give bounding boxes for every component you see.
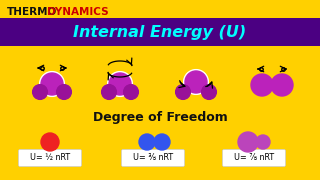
- Circle shape: [39, 71, 65, 96]
- Bar: [0, 0, 320, 18]
- Text: U= ⅞ nRT: U= ⅞ nRT: [234, 154, 274, 163]
- Circle shape: [57, 84, 71, 100]
- Text: U= ⅜ nRT: U= ⅜ nRT: [133, 154, 173, 163]
- Circle shape: [139, 134, 155, 150]
- Circle shape: [41, 133, 59, 151]
- Text: U= ½ nRT: U= ½ nRT: [30, 154, 70, 163]
- Text: Internal Energy (U): Internal Energy (U): [73, 26, 247, 40]
- Circle shape: [202, 84, 217, 100]
- Bar: [0, 18, 320, 46]
- Circle shape: [108, 71, 132, 96]
- Circle shape: [183, 69, 209, 94]
- Circle shape: [33, 84, 47, 100]
- Circle shape: [124, 84, 139, 100]
- Text: THERMO: THERMO: [7, 7, 57, 17]
- FancyBboxPatch shape: [222, 150, 285, 166]
- Circle shape: [154, 134, 170, 150]
- Text: DYNAMICS: DYNAMICS: [47, 7, 108, 17]
- Circle shape: [175, 84, 190, 100]
- Circle shape: [109, 73, 131, 95]
- Circle shape: [271, 74, 293, 96]
- Text: Degree of Freedom: Degree of Freedom: [92, 111, 228, 125]
- Circle shape: [185, 71, 207, 93]
- Circle shape: [41, 73, 63, 95]
- FancyBboxPatch shape: [122, 150, 185, 166]
- FancyBboxPatch shape: [19, 150, 82, 166]
- Circle shape: [101, 84, 116, 100]
- Circle shape: [256, 135, 270, 149]
- Circle shape: [238, 132, 258, 152]
- Circle shape: [251, 74, 273, 96]
